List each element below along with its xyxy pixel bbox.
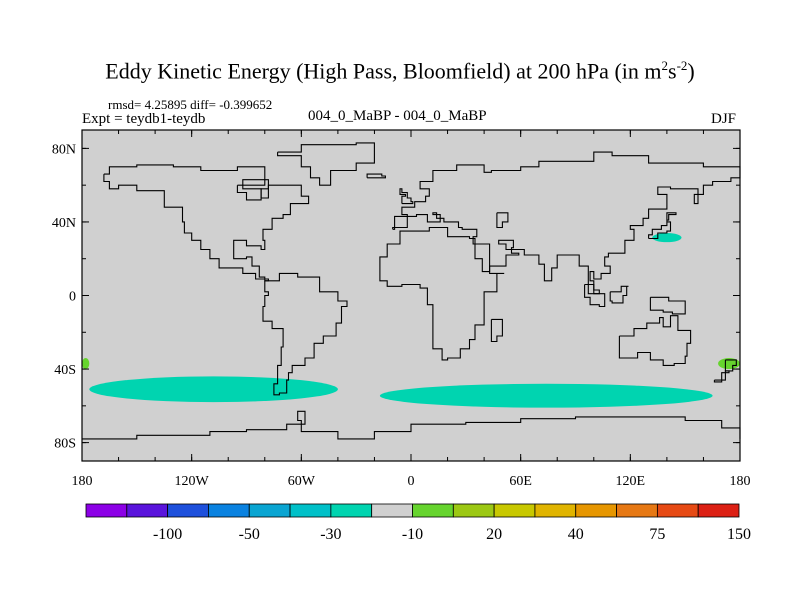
anomaly-region-southern-ocean-anomaly (379, 383, 713, 408)
y-tick-label: 80N (52, 142, 76, 157)
colorbar-label: -50 (239, 526, 260, 543)
x-tick-label: 60W (288, 474, 316, 489)
chart-title: Eddy Kinetic Energy (High Pass, Bloomfie… (0, 58, 800, 84)
chart-title-sup1: 2 (661, 58, 669, 73)
colorbar-swatch (534, 503, 577, 518)
map-background (82, 130, 740, 461)
coastline-3 (379, 226, 505, 361)
coastline-11 (713, 370, 730, 383)
coastline-4 (392, 151, 741, 295)
expt-label: Expt = teydb1-teydb (82, 111, 206, 127)
colorbar-swatch (656, 503, 699, 518)
x-tick-label: 0 (408, 474, 415, 489)
y-tick-label: 40N (52, 216, 76, 231)
y-tick-label: 0 (69, 290, 76, 305)
x-tick-label: 120W (175, 474, 210, 489)
coastline-2 (262, 272, 348, 396)
colorbar-label: -10 (402, 526, 423, 543)
colorbar-swatch (575, 503, 617, 518)
colorbar-swatch (85, 503, 128, 518)
colorbar-swatch (208, 503, 250, 518)
x-tick-label: 180 (730, 474, 751, 489)
y-tick-label: 40S (54, 363, 76, 378)
anomaly-region-north-pacific-anomaly (652, 232, 682, 243)
case-label: 004_0_MaBP - 004_0_MaBP (308, 108, 487, 124)
colorbar-swatch (330, 503, 373, 518)
colorbar-swatch (697, 503, 740, 518)
colorbar-swatch (167, 503, 209, 518)
chart-title-sup2: -2 (676, 58, 688, 73)
colorbar-label: 40 (568, 526, 584, 543)
coastline-13 (584, 283, 606, 308)
coastline-6 (82, 410, 741, 440)
colorbar-label: -30 (320, 526, 341, 543)
stats-label: rmsd= 4.25895 diff= -0.399652 (108, 97, 273, 112)
chart-title-close: ) (687, 58, 695, 84)
coastline-17 (366, 173, 386, 179)
x-axis: 180 120W 60W 0 60E 120E 180 (72, 130, 751, 489)
y-axis: 80N 40N 0 40S 80S (52, 142, 740, 452)
coastline-7 (648, 212, 677, 240)
chart-title-s: s (668, 58, 677, 84)
anomaly-region-tasman-positive (718, 358, 740, 370)
y-tick-label: 80S (54, 437, 76, 452)
coastline-14 (649, 296, 686, 315)
chart-title-main: Eddy Kinetic Energy (High Pass, Bloomfie… (105, 58, 662, 84)
coastline-1 (103, 164, 310, 282)
coastline-5 (618, 315, 692, 366)
coastline-layer (82, 142, 741, 440)
colorbar-swatch (493, 503, 536, 518)
colorbar-swatch (126, 503, 169, 518)
coastline-9 (490, 318, 503, 343)
colorbar-label: -100 (153, 526, 182, 543)
anomaly-region-south-pacific-anomaly (89, 376, 338, 403)
colorbar-swatch (371, 503, 413, 518)
colorbar-label: 150 (727, 526, 751, 543)
coastline-15 (496, 212, 509, 229)
colorbar-swatch (412, 503, 454, 518)
coastline-12 (609, 285, 629, 304)
colorbar-label: 75 (649, 526, 665, 543)
coastline-16 (236, 179, 269, 201)
season-label: DJF (711, 111, 737, 127)
colorbar-swatch (452, 503, 495, 518)
x-tick-label: 60E (509, 474, 532, 489)
x-tick-label: 180 (72, 474, 93, 489)
x-tick-label: 120E (616, 474, 646, 489)
colorbar-label: 20 (486, 526, 502, 543)
colorbar-swatch (616, 503, 658, 518)
map-layer (82, 130, 740, 461)
anomaly-region-dateline-positive (82, 358, 90, 370)
colorbar-swatch (248, 503, 291, 518)
coastline-8 (399, 188, 414, 205)
colorbar: -100 -50 -30 -10 20 40 75 150 (85, 503, 751, 543)
coastline-0 (277, 142, 375, 186)
colorbar-swatch (289, 503, 332, 518)
